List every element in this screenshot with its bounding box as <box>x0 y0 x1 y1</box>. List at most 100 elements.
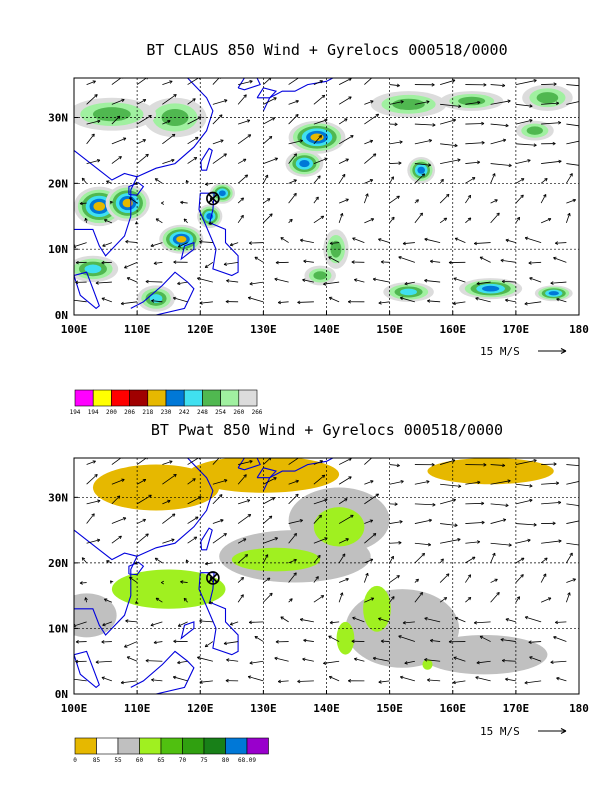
wind-arrow-head <box>319 80 323 84</box>
x-tick-label: 140E <box>313 702 340 715</box>
wind-arrow-head <box>151 678 155 682</box>
wind-arrow-head <box>293 572 297 576</box>
wind-arrow-head <box>558 159 562 164</box>
gridlines <box>74 458 579 694</box>
wind-arrow-head <box>555 620 559 625</box>
wind-arrow-head <box>391 596 395 600</box>
wind-arrow-head <box>584 139 587 142</box>
wind-arrow <box>288 179 297 184</box>
wind-arrow-head <box>365 572 369 577</box>
wind-arrow-head <box>467 596 472 601</box>
wind-arrow <box>338 514 354 524</box>
wind-arrow-head <box>419 592 423 596</box>
wind-arrow <box>328 256 340 263</box>
wind-arrow-head <box>161 580 165 585</box>
wind-arrow-head <box>500 258 504 263</box>
wind-arrow <box>515 217 520 224</box>
wind-arrow-head <box>275 640 279 644</box>
wind-arrow <box>162 474 177 485</box>
wind-arrow <box>187 98 196 105</box>
wind-arrow <box>529 277 542 283</box>
wind-arrow-head <box>473 241 478 246</box>
wind-arrow <box>404 281 415 285</box>
wind-arrow-head <box>146 458 148 460</box>
legend-label: 0 <box>73 757 77 764</box>
wind-arrow-head <box>505 238 509 243</box>
wind-arrow <box>465 541 480 544</box>
wind-arrow <box>136 494 152 505</box>
wind-arrow <box>378 680 390 683</box>
wind-arrow <box>120 680 138 684</box>
legend-swatch <box>203 737 226 755</box>
wind-arrow-head <box>445 193 450 198</box>
wind-arrow-head <box>121 478 125 482</box>
wind-arrow <box>155 218 163 224</box>
wind-arrow-head <box>475 297 479 301</box>
wind-arrow-head <box>91 133 95 137</box>
wind-arrow-head <box>70 299 73 302</box>
wind-arrow-head <box>424 658 428 662</box>
wind-arrow-head <box>454 143 458 148</box>
wind-arrow-head <box>229 622 234 626</box>
wind-arrow <box>86 159 101 164</box>
wind-arrow <box>288 480 299 485</box>
legend-label: 55 <box>114 757 122 764</box>
wind-arrow <box>204 262 214 268</box>
wind-arrow-head <box>247 514 252 518</box>
coastline <box>74 78 334 315</box>
wind-arrow-head <box>320 215 325 220</box>
wind-arrow-head <box>301 458 302 459</box>
wind-arrow-head <box>352 237 356 241</box>
wind-arrow-head <box>567 592 571 596</box>
x-tick-label: 160E <box>440 702 467 715</box>
wind-arrow <box>378 238 390 243</box>
wind-arrow <box>180 581 188 583</box>
wind-arrow-head <box>345 198 349 202</box>
wind-arrow <box>378 618 390 623</box>
wind-arrow-head <box>146 78 148 80</box>
wind-arrow-head <box>101 260 105 265</box>
wind-arrow <box>490 100 511 105</box>
wind-arrow-head <box>199 239 203 244</box>
wind-arrow-head <box>116 115 121 120</box>
wind-arrow <box>86 133 95 145</box>
wind-arrow-head <box>92 80 96 84</box>
wind-arrow <box>553 257 567 263</box>
wind-arrow <box>354 658 365 662</box>
wind-arrow-head <box>94 94 98 98</box>
wind-arrow <box>389 521 403 524</box>
coastline-segment <box>128 561 145 576</box>
wind-arrow-head <box>426 100 430 104</box>
wind-arrow <box>151 679 163 682</box>
wind-arrow <box>553 636 567 642</box>
wind-arrow-head <box>391 216 395 221</box>
wind-arrow <box>111 99 125 105</box>
wind-arrow <box>126 656 138 662</box>
wind-arrow-head <box>249 459 253 464</box>
wind-arrow-head <box>204 643 209 648</box>
wind-arrow-head <box>477 100 481 105</box>
wind-arrow-head <box>126 656 131 660</box>
wind-arrow <box>249 660 264 664</box>
wind-arrow <box>136 533 149 544</box>
wind-arrow <box>364 558 374 564</box>
wind-arrow <box>338 174 346 184</box>
wind-arrow-head <box>399 140 403 144</box>
wind-arrow-head <box>378 680 382 684</box>
wind-arrow <box>288 572 297 583</box>
wind-arrow-head <box>297 679 301 684</box>
wind-arrow <box>540 573 547 583</box>
wind-arrow <box>153 641 163 644</box>
wind-arrow-head <box>457 158 461 162</box>
wind-arrow <box>439 573 450 583</box>
legend-label: 230 <box>161 409 172 416</box>
wind-arrow-head <box>315 196 319 201</box>
wind-arrow <box>541 83 557 85</box>
wind-arrow <box>154 557 163 564</box>
wind-arrow-head <box>75 640 79 644</box>
wind-arrow <box>328 635 340 642</box>
wind-arrow-head <box>317 554 321 559</box>
wind-arrow <box>364 153 377 164</box>
wind-arrow <box>490 163 512 167</box>
wind-arrow-head <box>427 163 432 167</box>
